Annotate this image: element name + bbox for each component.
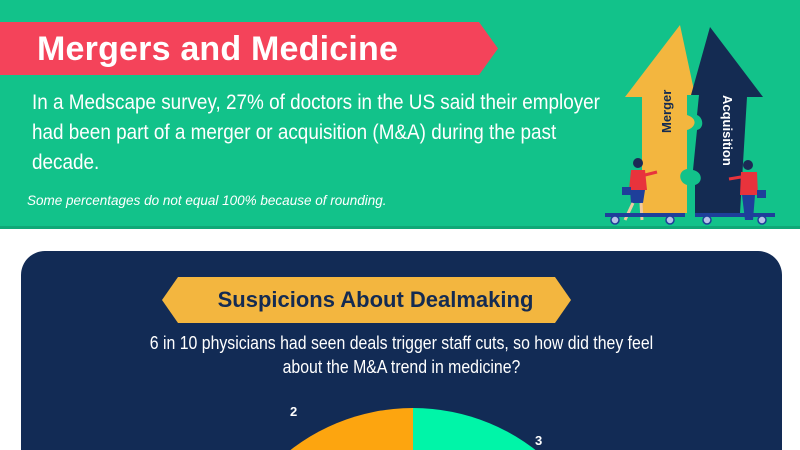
survey-question-line-2: about the M&A trend in medicine?	[282, 357, 521, 377]
page-title: Mergers and Medicine	[37, 30, 399, 68]
woman-figure-icon	[622, 158, 658, 221]
merger-acquisition-illustration: Merger Acquisition	[595, 15, 795, 230]
header-divider	[0, 226, 800, 229]
acquisition-arrow-icon	[691, 27, 763, 215]
title-banner	[0, 22, 498, 75]
pie-label-3: 3	[535, 433, 543, 448]
survey-question-line-1: 6 in 10 physicians had seen deals trigge…	[149, 333, 654, 353]
pie-chart	[213, 408, 613, 450]
merger-arrow-icon	[625, 25, 695, 213]
rounding-footnote: Some percentages do not equal 100% becau…	[27, 193, 387, 208]
section-banner	[162, 277, 571, 323]
intro-text: In a Medscape survey, 27% of doctors in …	[32, 91, 600, 174]
survey-question: 6 in 10 physicians had seen deals trigge…	[21, 331, 782, 379]
cart-right-icon	[695, 213, 775, 225]
cart-left-icon	[605, 213, 685, 225]
pie-slice-2	[290, 408, 413, 450]
acquisition-label: Acquisition	[720, 95, 735, 166]
merger-label: Merger	[659, 90, 674, 133]
pie-label-2: 2	[290, 404, 298, 419]
section-title: Suspicions About Dealmaking	[217, 287, 534, 312]
pie-slice-3	[413, 408, 536, 450]
